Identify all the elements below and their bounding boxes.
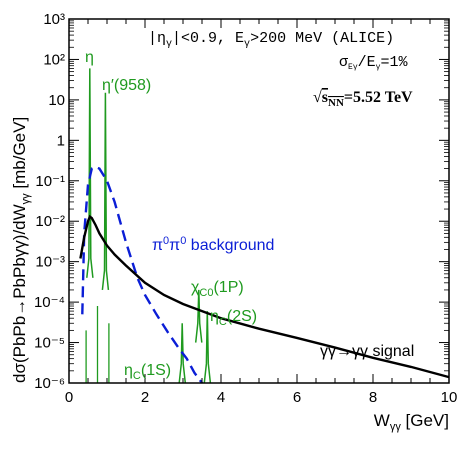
chi-c0-label: χC0(1P) bbox=[191, 279, 244, 299]
y-tick-label: 10⁻⁴ bbox=[34, 294, 65, 311]
resonance-peak-0 bbox=[86, 68, 94, 278]
x-tick-label: 4 bbox=[217, 389, 225, 406]
y-tick-label: 10⁻⁶ bbox=[34, 375, 65, 392]
curves-layer bbox=[79, 68, 450, 384]
energy-label: √sNN=5.52 TeV bbox=[313, 89, 413, 109]
x-axis-title: Wγγ [GeV] bbox=[374, 411, 449, 433]
y-tick-label: 10 bbox=[48, 92, 65, 109]
resonance-peak-3 bbox=[178, 323, 187, 384]
y-tick-label: 1 bbox=[57, 132, 65, 149]
background-curve bbox=[81, 165, 203, 384]
y-tick-label: 10⁻² bbox=[35, 213, 65, 230]
x-tick-label: 10 bbox=[441, 389, 458, 406]
header-label: |ηγ|<0.9, Eγ>200 MeV (ALICE) bbox=[148, 30, 394, 50]
resonance-peak-4 bbox=[203, 311, 212, 384]
x-tick-label: 2 bbox=[141, 389, 149, 406]
resolution-label: σEγ/Eγ=1% bbox=[339, 54, 408, 72]
x-tick-label: 0 bbox=[65, 389, 73, 406]
x-tick-label: 6 bbox=[293, 389, 301, 406]
x-tick-label: 8 bbox=[369, 389, 377, 406]
resonance-peak-1 bbox=[101, 92, 110, 290]
background-label: π0π0 background bbox=[152, 235, 274, 254]
signal-label: γγ→γγ signal bbox=[320, 343, 414, 360]
y-tick-label: 10³ bbox=[43, 11, 65, 28]
eta-prime-label: η′(958) bbox=[102, 77, 151, 94]
y-tick-label: 10² bbox=[43, 51, 65, 68]
y-tick-label: 10⁻³ bbox=[35, 254, 65, 271]
y-tick-label: 10⁻⁵ bbox=[34, 335, 65, 352]
signal-curve bbox=[79, 214, 450, 379]
eta-label: η bbox=[85, 49, 94, 66]
y-axis-title: dσ(PbPb→PbPbγγ)/dWγγ [mb/GeV] bbox=[10, 117, 32, 383]
y-tick-label: 10⁻¹ bbox=[35, 173, 65, 190]
ticks-layer: 0 2 4 6 8 10 10⁻⁶ 10⁻⁵ 10⁻⁴ 10⁻³ 10⁻² 10⁻¹ 1 10 10² 10³ bbox=[34, 11, 457, 406]
resonance-peak-2 bbox=[194, 289, 203, 343]
